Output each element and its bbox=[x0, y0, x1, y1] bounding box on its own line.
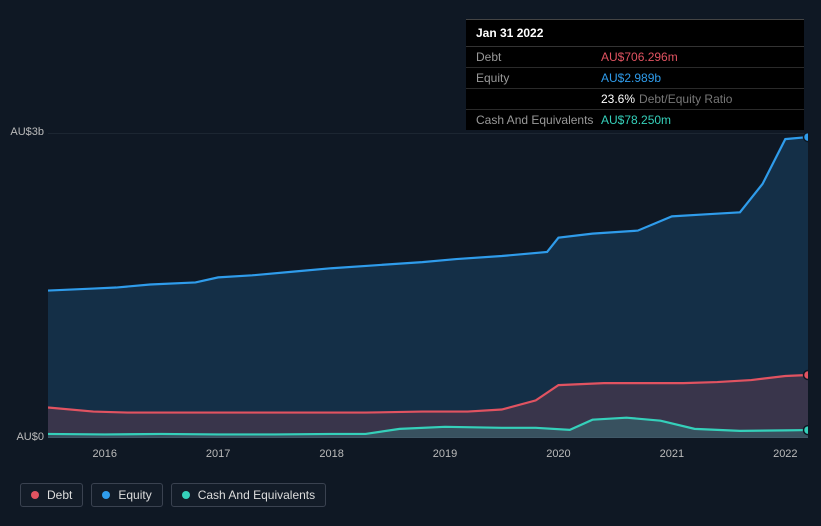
tooltip-row-value: AU$78.250m bbox=[601, 113, 671, 127]
y-tick-label: AU$3b bbox=[2, 126, 44, 138]
x-tick-label: 2016 bbox=[92, 448, 116, 460]
x-tick-label: 2017 bbox=[206, 448, 230, 460]
tooltip-row: EquityAU$2.989b bbox=[466, 68, 804, 89]
legend-label: Debt bbox=[47, 488, 72, 502]
tooltip-row-value: AU$2.989b bbox=[601, 71, 661, 85]
x-tick-label: 2020 bbox=[546, 448, 570, 460]
legend-swatch bbox=[102, 491, 110, 499]
legend-item[interactable]: Cash And Equivalents bbox=[171, 483, 326, 507]
legend-item[interactable]: Equity bbox=[91, 483, 162, 507]
x-tick-label: 2019 bbox=[433, 448, 457, 460]
tooltip-row-label: Debt bbox=[476, 50, 601, 64]
x-tick-label: 2022 bbox=[773, 448, 797, 460]
tooltip-rows: DebtAU$706.296mEquityAU$2.989b23.6%Debt/… bbox=[466, 47, 804, 130]
x-tick-label: 2018 bbox=[319, 448, 343, 460]
legend-swatch bbox=[31, 491, 39, 499]
tooltip-row: Cash And EquivalentsAU$78.250m bbox=[466, 110, 804, 130]
y-tick-label: AU$0 bbox=[2, 431, 44, 443]
legend-label: Cash And Equivalents bbox=[198, 488, 315, 502]
x-tick-label: 2021 bbox=[660, 448, 684, 460]
tooltip-row: DebtAU$706.296m bbox=[466, 47, 804, 68]
tooltip-row-value: AU$706.296m bbox=[601, 50, 678, 64]
tooltip-row-value: 23.6%Debt/Equity Ratio bbox=[601, 92, 732, 106]
tooltip-row-sub: Debt/Equity Ratio bbox=[639, 92, 732, 106]
tooltip-row-label: Equity bbox=[476, 71, 601, 85]
legend-swatch bbox=[182, 491, 190, 499]
legend-item[interactable]: Debt bbox=[20, 483, 83, 507]
tooltip-row-label bbox=[476, 92, 601, 106]
tooltip-date: Jan 31 2022 bbox=[466, 20, 804, 47]
tooltip-row: 23.6%Debt/Equity Ratio bbox=[466, 89, 804, 110]
chart-tooltip: Jan 31 2022 DebtAU$706.296mEquityAU$2.98… bbox=[466, 19, 804, 130]
legend: Debt Equity Cash And Equivalents bbox=[20, 483, 326, 507]
legend-label: Equity bbox=[118, 488, 151, 502]
chart-plot bbox=[48, 133, 808, 438]
tooltip-row-label: Cash And Equivalents bbox=[476, 113, 601, 127]
